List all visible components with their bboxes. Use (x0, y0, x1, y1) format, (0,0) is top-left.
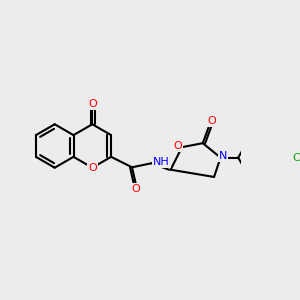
Text: O: O (88, 99, 97, 109)
Text: O: O (132, 184, 140, 194)
Text: Cl: Cl (292, 153, 300, 163)
Text: O: O (207, 116, 216, 126)
Text: O: O (88, 163, 97, 173)
Text: O: O (173, 141, 182, 151)
Text: N: N (219, 151, 227, 161)
Text: NH: NH (153, 157, 170, 167)
